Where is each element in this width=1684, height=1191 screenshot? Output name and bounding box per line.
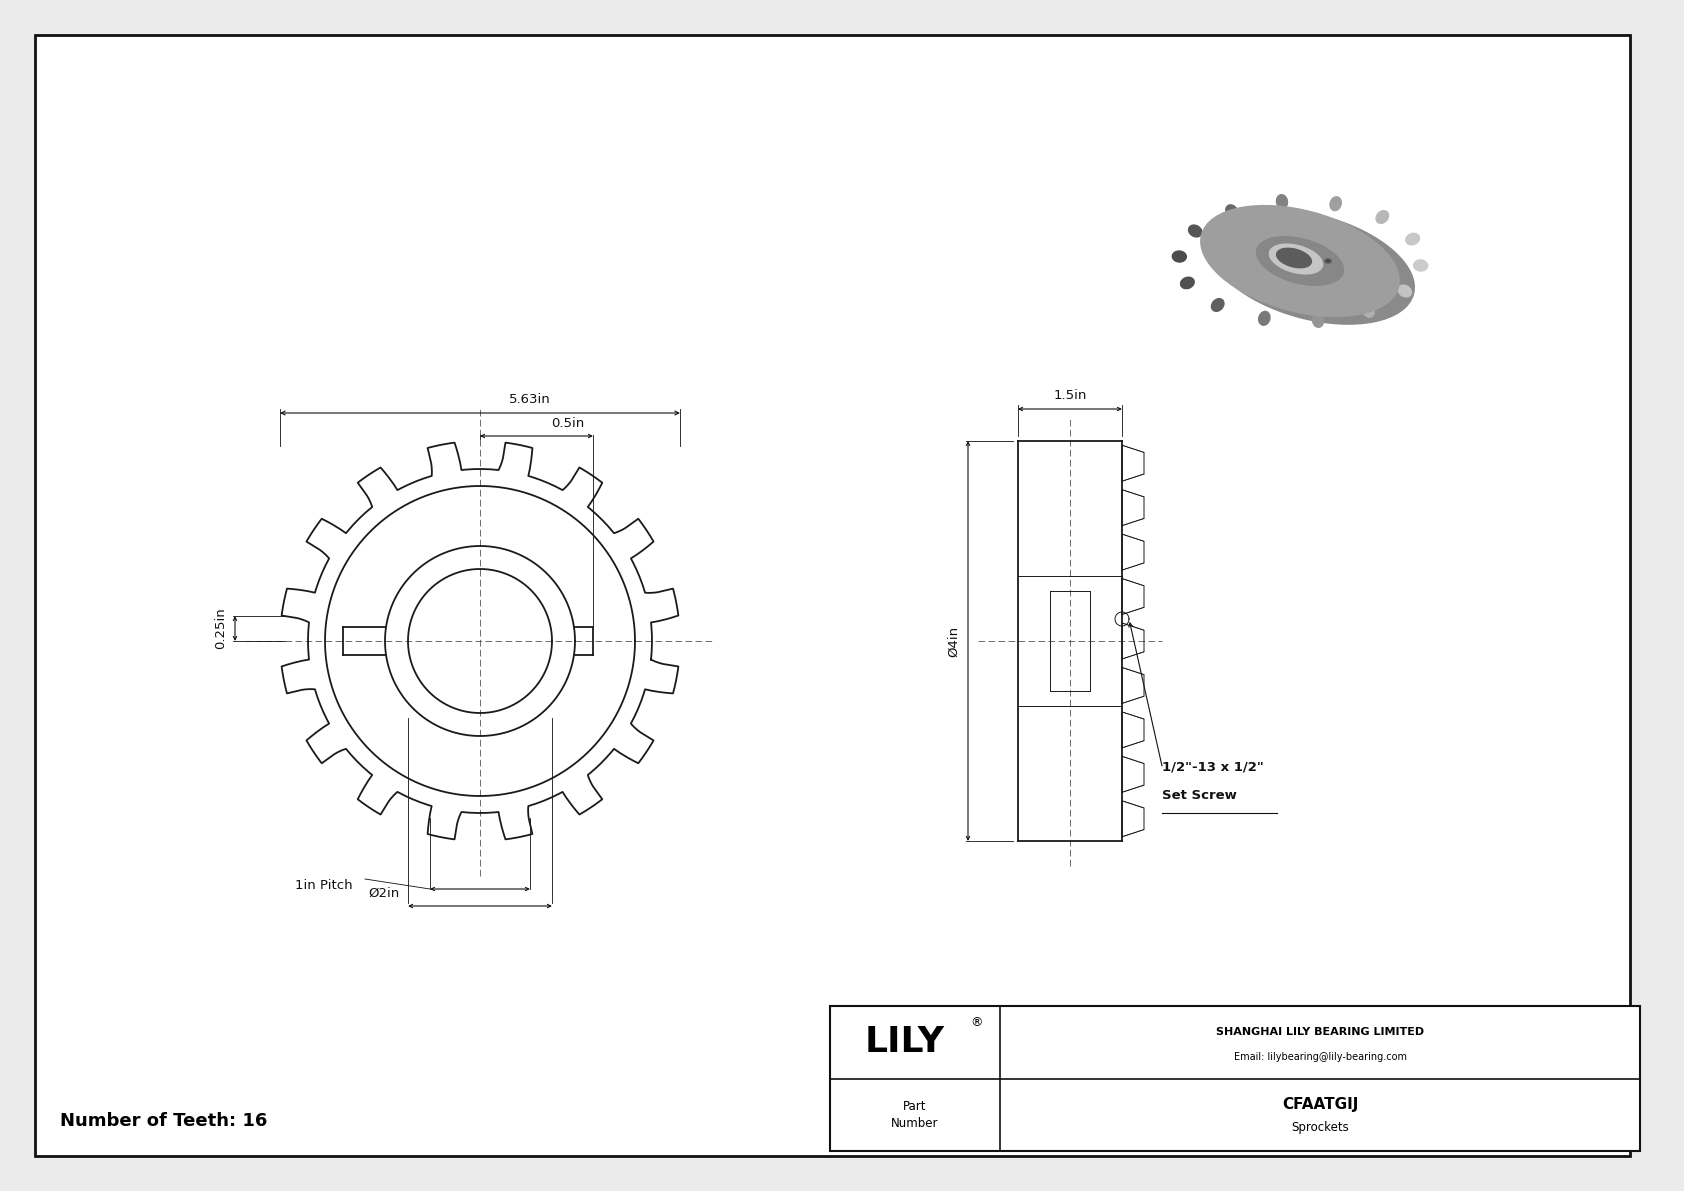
Text: Number of Teeth: 16: Number of Teeth: 16 [61,1112,268,1130]
Ellipse shape [1270,244,1322,274]
Text: Set Screw: Set Screw [1162,788,1236,802]
Ellipse shape [1330,197,1342,211]
Ellipse shape [1258,312,1270,325]
Text: 1/2"-13 x 1/2": 1/2"-13 x 1/2" [1162,761,1263,774]
Text: Ø4in: Ø4in [946,625,960,656]
Text: SHANGHAI LILY BEARING LIMITED: SHANGHAI LILY BEARING LIMITED [1216,1028,1425,1037]
Ellipse shape [1172,251,1186,262]
Ellipse shape [1276,194,1288,208]
Ellipse shape [1325,260,1330,262]
Ellipse shape [1180,278,1194,288]
Ellipse shape [1413,260,1428,272]
Ellipse shape [1276,248,1312,268]
Text: Email: lilybearing@lily-bearing.com: Email: lilybearing@lily-bearing.com [1233,1053,1406,1062]
Bar [830,1006,1640,1151]
Text: 0.25in: 0.25in [214,607,227,649]
Text: LILY: LILY [866,1025,945,1059]
Text: Ø2in: Ø2in [369,887,401,900]
Text: 1in Pitch: 1in Pitch [295,879,352,892]
Ellipse shape [1209,210,1415,324]
Ellipse shape [1256,237,1344,286]
Text: Sprockets: Sprockets [1292,1121,1349,1134]
Text: 0.5in: 0.5in [551,417,584,430]
Ellipse shape [1211,299,1224,311]
Ellipse shape [1376,211,1389,224]
Ellipse shape [1226,205,1238,218]
Ellipse shape [1406,233,1420,245]
Ellipse shape [1325,258,1332,263]
Ellipse shape [1362,304,1374,317]
Text: 5.63in: 5.63in [509,393,551,406]
Ellipse shape [1312,313,1324,328]
Ellipse shape [1201,206,1399,317]
Text: ®: ® [970,1016,983,1029]
Text: CFAATGIJ: CFAATGIJ [1282,1097,1359,1112]
Ellipse shape [1189,225,1202,237]
Text: 1.5in: 1.5in [1052,389,1086,403]
Ellipse shape [1398,285,1411,297]
Text: Part
Number: Part Number [891,1099,938,1130]
